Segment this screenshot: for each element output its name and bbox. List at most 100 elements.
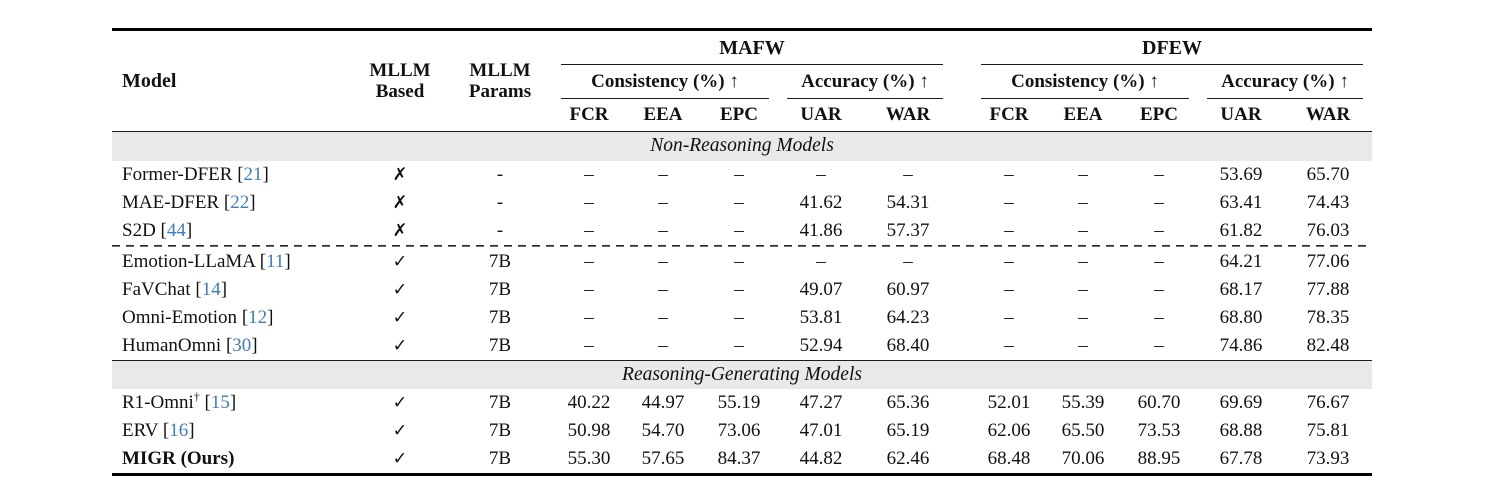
dfew-value-cell: –: [1154, 191, 1164, 213]
model-name: MAE-DFER: [122, 191, 220, 213]
dfew-value-cell: 63.41: [1219, 191, 1263, 213]
mafw-value-cell: 55.19: [717, 392, 761, 413]
dfew-value-cell: –: [1078, 191, 1088, 213]
model-cell: R1-Omni† [15]: [112, 389, 352, 417]
dfew-value-cell: –: [1078, 163, 1088, 185]
dfew-consistency-header: Consistency (%) ↑: [972, 65, 1198, 99]
citation-number[interactable]: 14: [201, 278, 221, 300]
model-cell: MAE-DFER [22]: [112, 189, 352, 217]
mllm-params-cell: -: [496, 219, 504, 241]
mllm-based-cell: ✓: [392, 307, 408, 328]
dfew-value-cell: –: [1154, 250, 1164, 272]
citation-number[interactable]: 22: [230, 191, 250, 213]
mllm-based-cell: ✓: [392, 421, 408, 441]
table-row: Emotion-LLaMA [11] ✓ 7B – – – – – – – – …: [112, 248, 1372, 276]
mllm-based-cell: ✓: [392, 279, 408, 300]
dfew-value-cell: –: [1078, 334, 1088, 356]
mafw-value-cell: –: [658, 334, 668, 356]
citation-number[interactable]: 16: [169, 420, 189, 441]
citation: [11]: [259, 250, 291, 272]
mllm-params-cell: 7B: [488, 334, 512, 356]
mllm-params-cell: 7B: [488, 420, 512, 441]
model-cell: ERV [16]: [112, 417, 352, 445]
mllm-based-cell: ✗: [392, 164, 408, 185]
dfew-value-cell: 74.43: [1306, 191, 1350, 213]
citation-number[interactable]: 12: [248, 306, 268, 328]
citation: [15]: [204, 392, 237, 413]
model-cell: Emotion-LLaMA [11]: [112, 248, 352, 276]
results-table: Model MLLM Based MLLM Params MAFW DFEW C…: [112, 28, 1372, 476]
table-row: S2D [44] ✗ - – – – 41.86 57.37 – – – 61.…: [112, 217, 1372, 245]
mafw-value-cell: –: [584, 334, 594, 356]
dfew-accuracy-header: Accuracy (%) ↑: [1198, 65, 1372, 99]
dfew-value-cell: –: [1154, 163, 1164, 185]
dfew-value-cell: 67.78: [1219, 448, 1263, 469]
mllm-params-header: MLLM Params: [448, 29, 552, 132]
mafw-value-cell: 44.82: [799, 448, 843, 469]
dfew-value-cell: –: [1078, 278, 1088, 300]
dfew-value-cell: –: [1154, 306, 1164, 328]
mafw-value-cell: 73.06: [717, 420, 761, 441]
citation-number[interactable]: 21: [243, 163, 263, 185]
dfew-value-cell: 62.06: [987, 420, 1031, 441]
citation: [14]: [195, 278, 228, 300]
mafw-value-cell: 68.40: [886, 334, 930, 356]
citation-number[interactable]: 44: [166, 219, 186, 241]
dfew-value-cell: –: [1154, 219, 1164, 241]
model-column-header: Model: [112, 29, 352, 132]
table-row: FaVChat [14] ✓ 7B – – – 49.07 60.97 – – …: [112, 276, 1372, 304]
mafw-value-cell: –: [903, 250, 913, 272]
citation-number[interactable]: 30: [232, 334, 252, 356]
dfew-value-cell: –: [1004, 219, 1014, 241]
section-band-label: Reasoning-Generating Models: [622, 363, 862, 385]
spacer-cell: [952, 161, 972, 189]
table-row: MAE-DFER [22] ✗ - – – – 41.62 54.31 – – …: [112, 189, 1372, 217]
spacer-cell: [952, 217, 972, 245]
citation: [16]: [162, 420, 195, 441]
mafw-value-cell: 41.86: [799, 219, 843, 241]
mafw-value-cell: –: [734, 306, 744, 328]
model-name: ERV: [122, 420, 159, 441]
dfew-value-cell: 55.39: [1061, 392, 1105, 413]
results-table-wrapper: Model MLLM Based MLLM Params MAFW DFEW C…: [112, 28, 1372, 476]
table-row: Former-DFER [21] ✗ - – – – – – – – – 53.…: [112, 161, 1372, 189]
mafw-value-cell: –: [734, 191, 744, 213]
mafw-value-cell: 40.22: [567, 392, 611, 413]
mafw-value-cell: –: [816, 250, 826, 272]
dfew-value-cell: 82.48: [1306, 334, 1350, 356]
spacer-cell: [952, 332, 972, 361]
model-name: FaVChat: [122, 278, 191, 300]
dfew-value-cell: –: [1004, 334, 1014, 356]
model-cell: HumanOmni [30]: [112, 332, 352, 361]
mllm-based-cell: ✓: [392, 393, 408, 413]
mllm-based-cell: ✗: [392, 220, 408, 241]
group-spacer: [952, 29, 972, 132]
model-cell: MIGR (Ours): [112, 445, 352, 475]
dfew-value-cell: 73.53: [1137, 420, 1181, 441]
citation: [44]: [160, 219, 193, 241]
spacer-cell: [952, 417, 972, 445]
mafw-value-cell: 44.97: [641, 392, 685, 413]
mllm-params-cell: -: [496, 191, 504, 213]
dfew-value-cell: 73.93: [1306, 448, 1350, 469]
mafw-value-cell: 62.46: [886, 448, 930, 469]
mafw-value-cell: –: [584, 219, 594, 241]
dfew-value-cell: 53.69: [1219, 163, 1263, 185]
dfew-value-cell: 70.06: [1061, 448, 1105, 469]
mafw-value-cell: –: [734, 163, 744, 185]
mafw-value-cell: –: [658, 191, 668, 213]
mafw-accuracy-header: Accuracy (%) ↑: [778, 65, 952, 99]
mafw-value-cell: 54.70: [641, 420, 685, 441]
mllm-params-cell: -: [496, 163, 504, 185]
model-cell: Omni-Emotion [12]: [112, 304, 352, 332]
dfew-value-cell: 68.88: [1219, 420, 1263, 441]
mllm-based-header: MLLM Based: [352, 29, 448, 132]
section-band-label: Non-Reasoning Models: [650, 135, 834, 157]
dfew-value-cell: 76.03: [1306, 219, 1350, 241]
dfew-value-cell: –: [1004, 191, 1014, 213]
citation-number[interactable]: 15: [210, 392, 230, 413]
mafw-value-cell: 47.01: [799, 420, 843, 441]
citation-number[interactable]: 11: [266, 250, 285, 272]
mllm-based-cell: ✓: [392, 335, 408, 356]
mafw-war-header: WAR: [864, 98, 952, 132]
